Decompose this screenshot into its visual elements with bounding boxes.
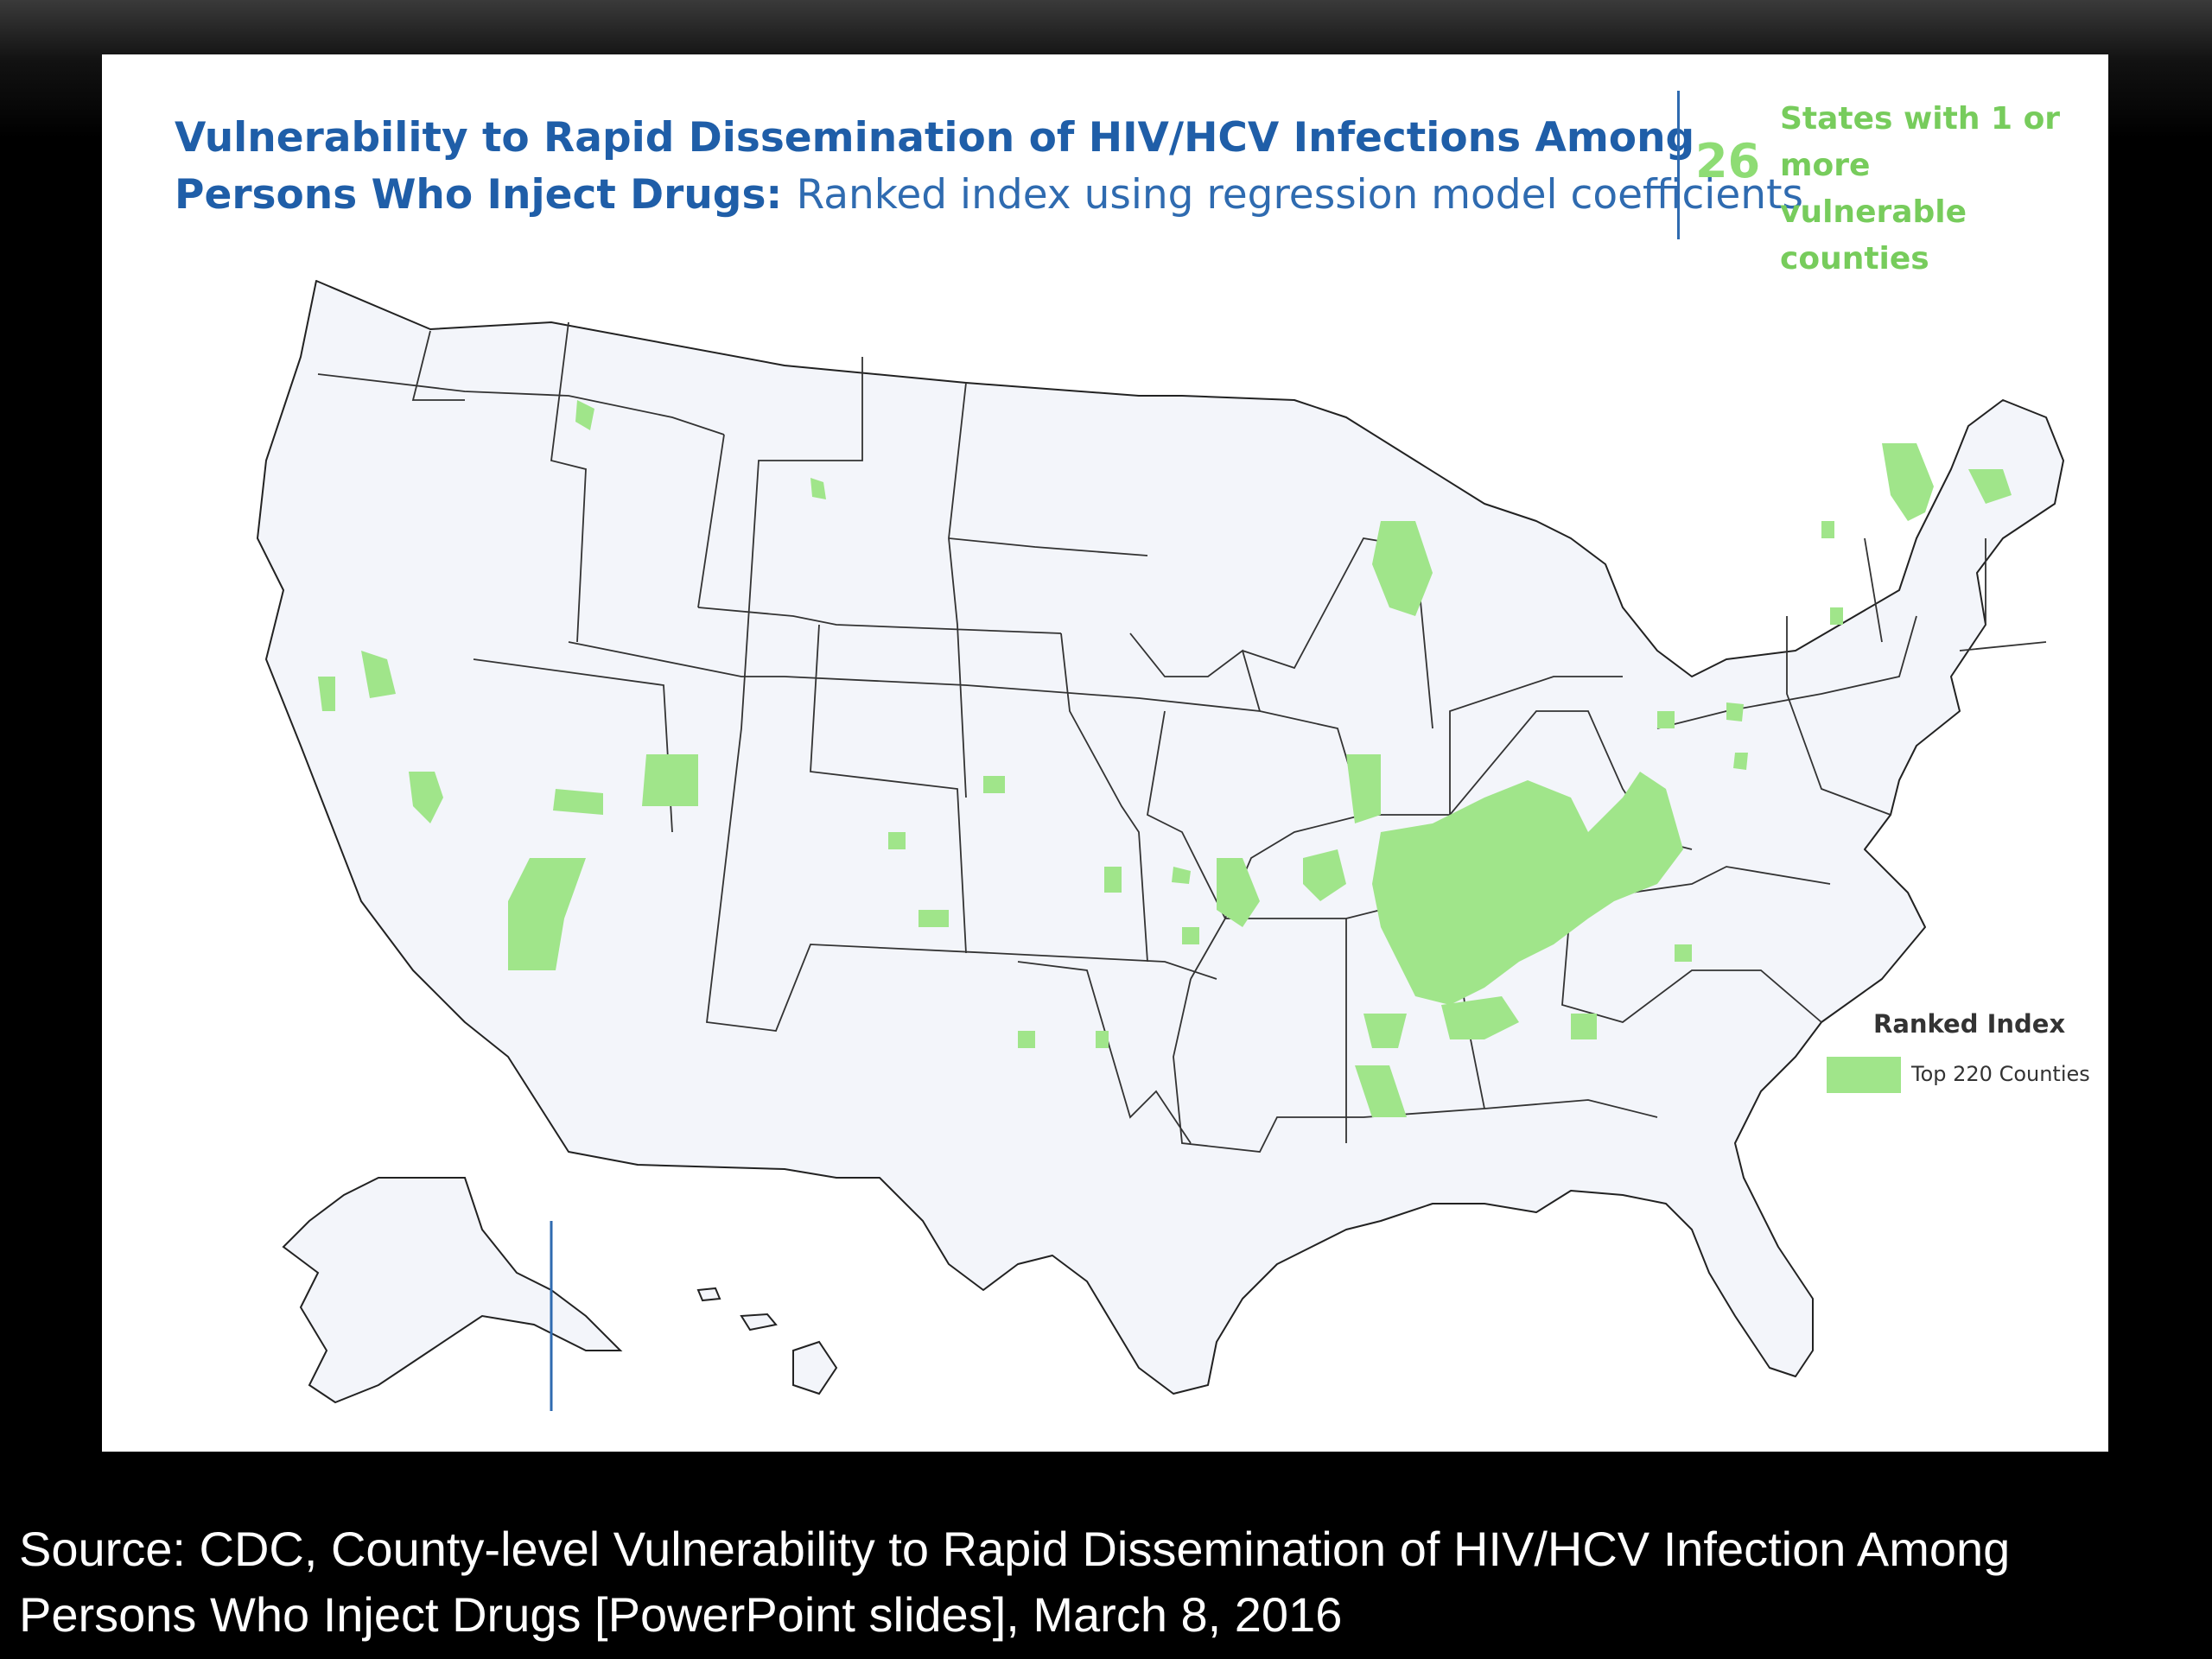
- legend-title: Ranked Index: [1873, 1009, 2066, 1039]
- county-cluster-pennsylvania: [1657, 711, 1675, 728]
- county-cluster-oklahoma: [1018, 1031, 1035, 1048]
- title-block: Vulnerability to Rapid Dissemination of …: [175, 110, 1803, 224]
- county-cluster-alabama-2: [1355, 1065, 1407, 1117]
- hawaii-island: [792, 1340, 838, 1395]
- county-cluster-pennsylvania-2: [1726, 702, 1744, 721]
- county-cluster-vermont-2: [1830, 607, 1843, 625]
- county-cluster-tennessee: [1441, 996, 1519, 1039]
- county-cluster-maine-2: [1968, 469, 2012, 504]
- county-cluster-kansas: [983, 776, 1005, 793]
- state-borders: [317, 321, 2047, 1153]
- county-cluster-arizona: [508, 858, 586, 970]
- hawaii-island-3: [696, 1287, 721, 1302]
- county-cluster-utah: [642, 754, 698, 806]
- county-cluster-pennsylvania-3: [1733, 753, 1748, 770]
- county-cluster-nevada-2: [361, 651, 396, 698]
- county-cluster-nm: [918, 910, 949, 927]
- county-cluster-nevada: [409, 772, 443, 823]
- county-cluster-indiana: [1346, 754, 1381, 823]
- county-cluster-missouri-3: [1104, 867, 1122, 893]
- slide-panel: Vulnerability to Rapid Dissemination of …: [102, 54, 2108, 1452]
- county-cluster-montana-2: [810, 478, 826, 499]
- county-cluster-montana: [575, 400, 594, 430]
- legend-label-top-220: Top 220 Counties: [1911, 1062, 2090, 1086]
- alaska-outline: [282, 1177, 623, 1404]
- county-cluster-utah-2: [553, 789, 603, 815]
- county-cluster-california: [318, 677, 335, 711]
- page-subtitle: Ranked index using regression model coef…: [796, 171, 1803, 219]
- county-cluster-maine: [1882, 443, 1934, 521]
- county-cluster-colorado: [888, 832, 906, 849]
- county-cluster-arkansas: [1182, 927, 1199, 944]
- county-cluster-vermont: [1821, 521, 1834, 538]
- stat-number: 26: [1695, 134, 1761, 188]
- county-cluster-michigan: [1372, 521, 1433, 616]
- county-cluster-north-carolina: [1675, 944, 1692, 962]
- county-cluster-georgia: [1571, 1014, 1597, 1039]
- county-cluster-texas: [1096, 1031, 1109, 1048]
- contiguous-us-outline: [257, 280, 2064, 1395]
- page-title-bold-part: Persons Who Inject Drugs:: [175, 171, 783, 219]
- page-title-line1: Vulnerability to Rapid Dissemination of …: [175, 114, 1695, 162]
- county-cluster-appalachia: [1372, 772, 1683, 1005]
- legend-swatch-top-220: [1827, 1057, 1901, 1093]
- us-map: [257, 280, 2064, 1411]
- hawaii-island-2: [740, 1313, 778, 1332]
- county-cluster-missouri: [1217, 858, 1260, 927]
- county-cluster-kentucky-west: [1303, 849, 1346, 901]
- header-divider: [1677, 91, 1680, 239]
- source-citation: Source: CDC, County-level Vulnerability …: [19, 1522, 2011, 1642]
- county-cluster-alabama: [1363, 1014, 1407, 1048]
- county-cluster-missouri-2: [1172, 867, 1191, 884]
- stat-description: States with 1 or more vulnerable countie…: [1780, 101, 2061, 276]
- page-title-line2: Persons Who Inject Drugs: Ranked index u…: [175, 167, 1803, 224]
- highlighted-counties: [318, 400, 2012, 1117]
